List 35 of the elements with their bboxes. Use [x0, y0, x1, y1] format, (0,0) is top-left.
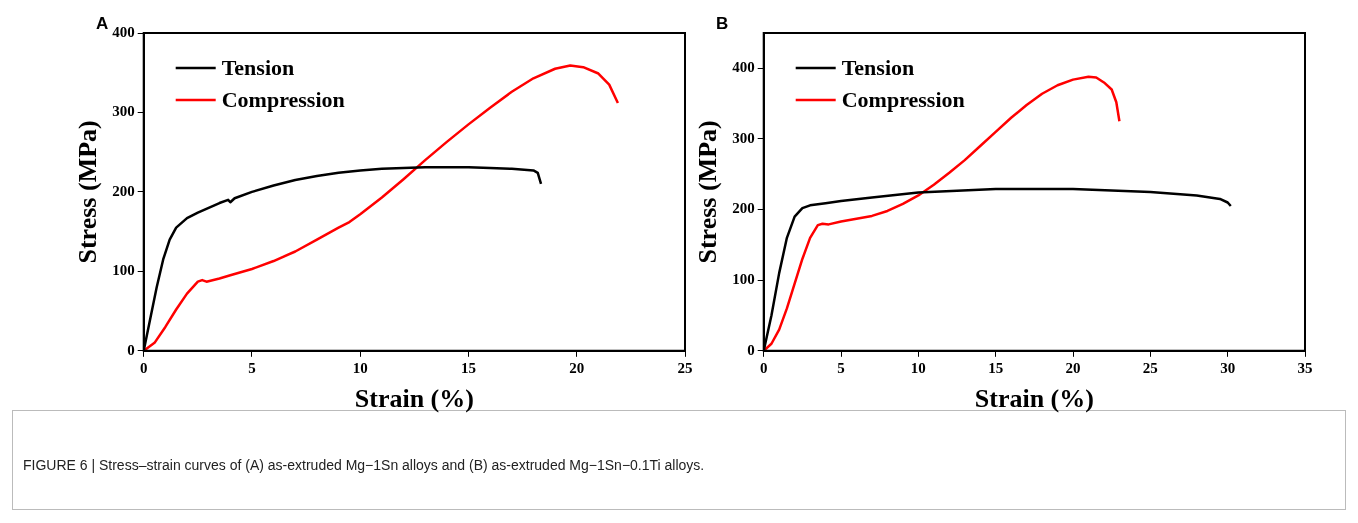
y-tick-label: 300 — [732, 129, 755, 146]
x-tick-label: 5 — [837, 359, 845, 376]
y-axis-title: Stress (MPa) — [693, 120, 723, 264]
chart-title: B — [716, 14, 729, 34]
caption: FIGURE 6 | Stress–strain curves of (A) as-extruded Mg−1Sn alloys and (B) as-extruded Mg−1Sn−0.1Ti alloys. — [23, 457, 705, 473]
x-tick-label: 15 — [460, 359, 476, 376]
x-axis-title: Strain (%) — [974, 384, 1094, 414]
y-tick-label: 100 — [732, 271, 755, 288]
y-tick-label: 400 — [112, 23, 135, 40]
legend-label: Compression — [841, 86, 965, 112]
y-tick-label: 300 — [112, 103, 135, 120]
x-tick-label: 25 — [1142, 359, 1158, 376]
y-tick-label: 400 — [732, 59, 755, 76]
y-tick-label: 0 — [747, 341, 755, 358]
x-tick-label: 10 — [910, 359, 926, 376]
x-tick-label: 20 — [569, 359, 585, 376]
x-axis-title: Strain (%) — [354, 384, 474, 414]
x-tick-label: 35 — [1297, 359, 1313, 376]
x-tick-label: 30 — [1220, 359, 1236, 376]
chart-title: A — [96, 14, 109, 34]
legend-label: Tension — [841, 54, 915, 80]
y-tick-label: 200 — [112, 182, 135, 199]
x-tick-label: 0 — [759, 359, 768, 376]
y-tick-label: 200 — [732, 200, 755, 217]
x-tick-label: 0 — [139, 359, 148, 376]
y-axis-title: Stress (MPa) — [73, 120, 103, 264]
legend-label: Tension — [221, 54, 295, 80]
x-tick-label: 5 — [248, 359, 256, 376]
y-tick-label: 100 — [112, 262, 135, 279]
legend-label: Compression — [221, 86, 345, 112]
x-tick-label: 10 — [352, 359, 368, 376]
x-tick-label: 15 — [988, 359, 1004, 376]
x-tick-label: 20 — [1065, 359, 1081, 376]
y-tick-label: 0 — [127, 341, 135, 358]
x-tick-label: 25 — [677, 359, 693, 376]
